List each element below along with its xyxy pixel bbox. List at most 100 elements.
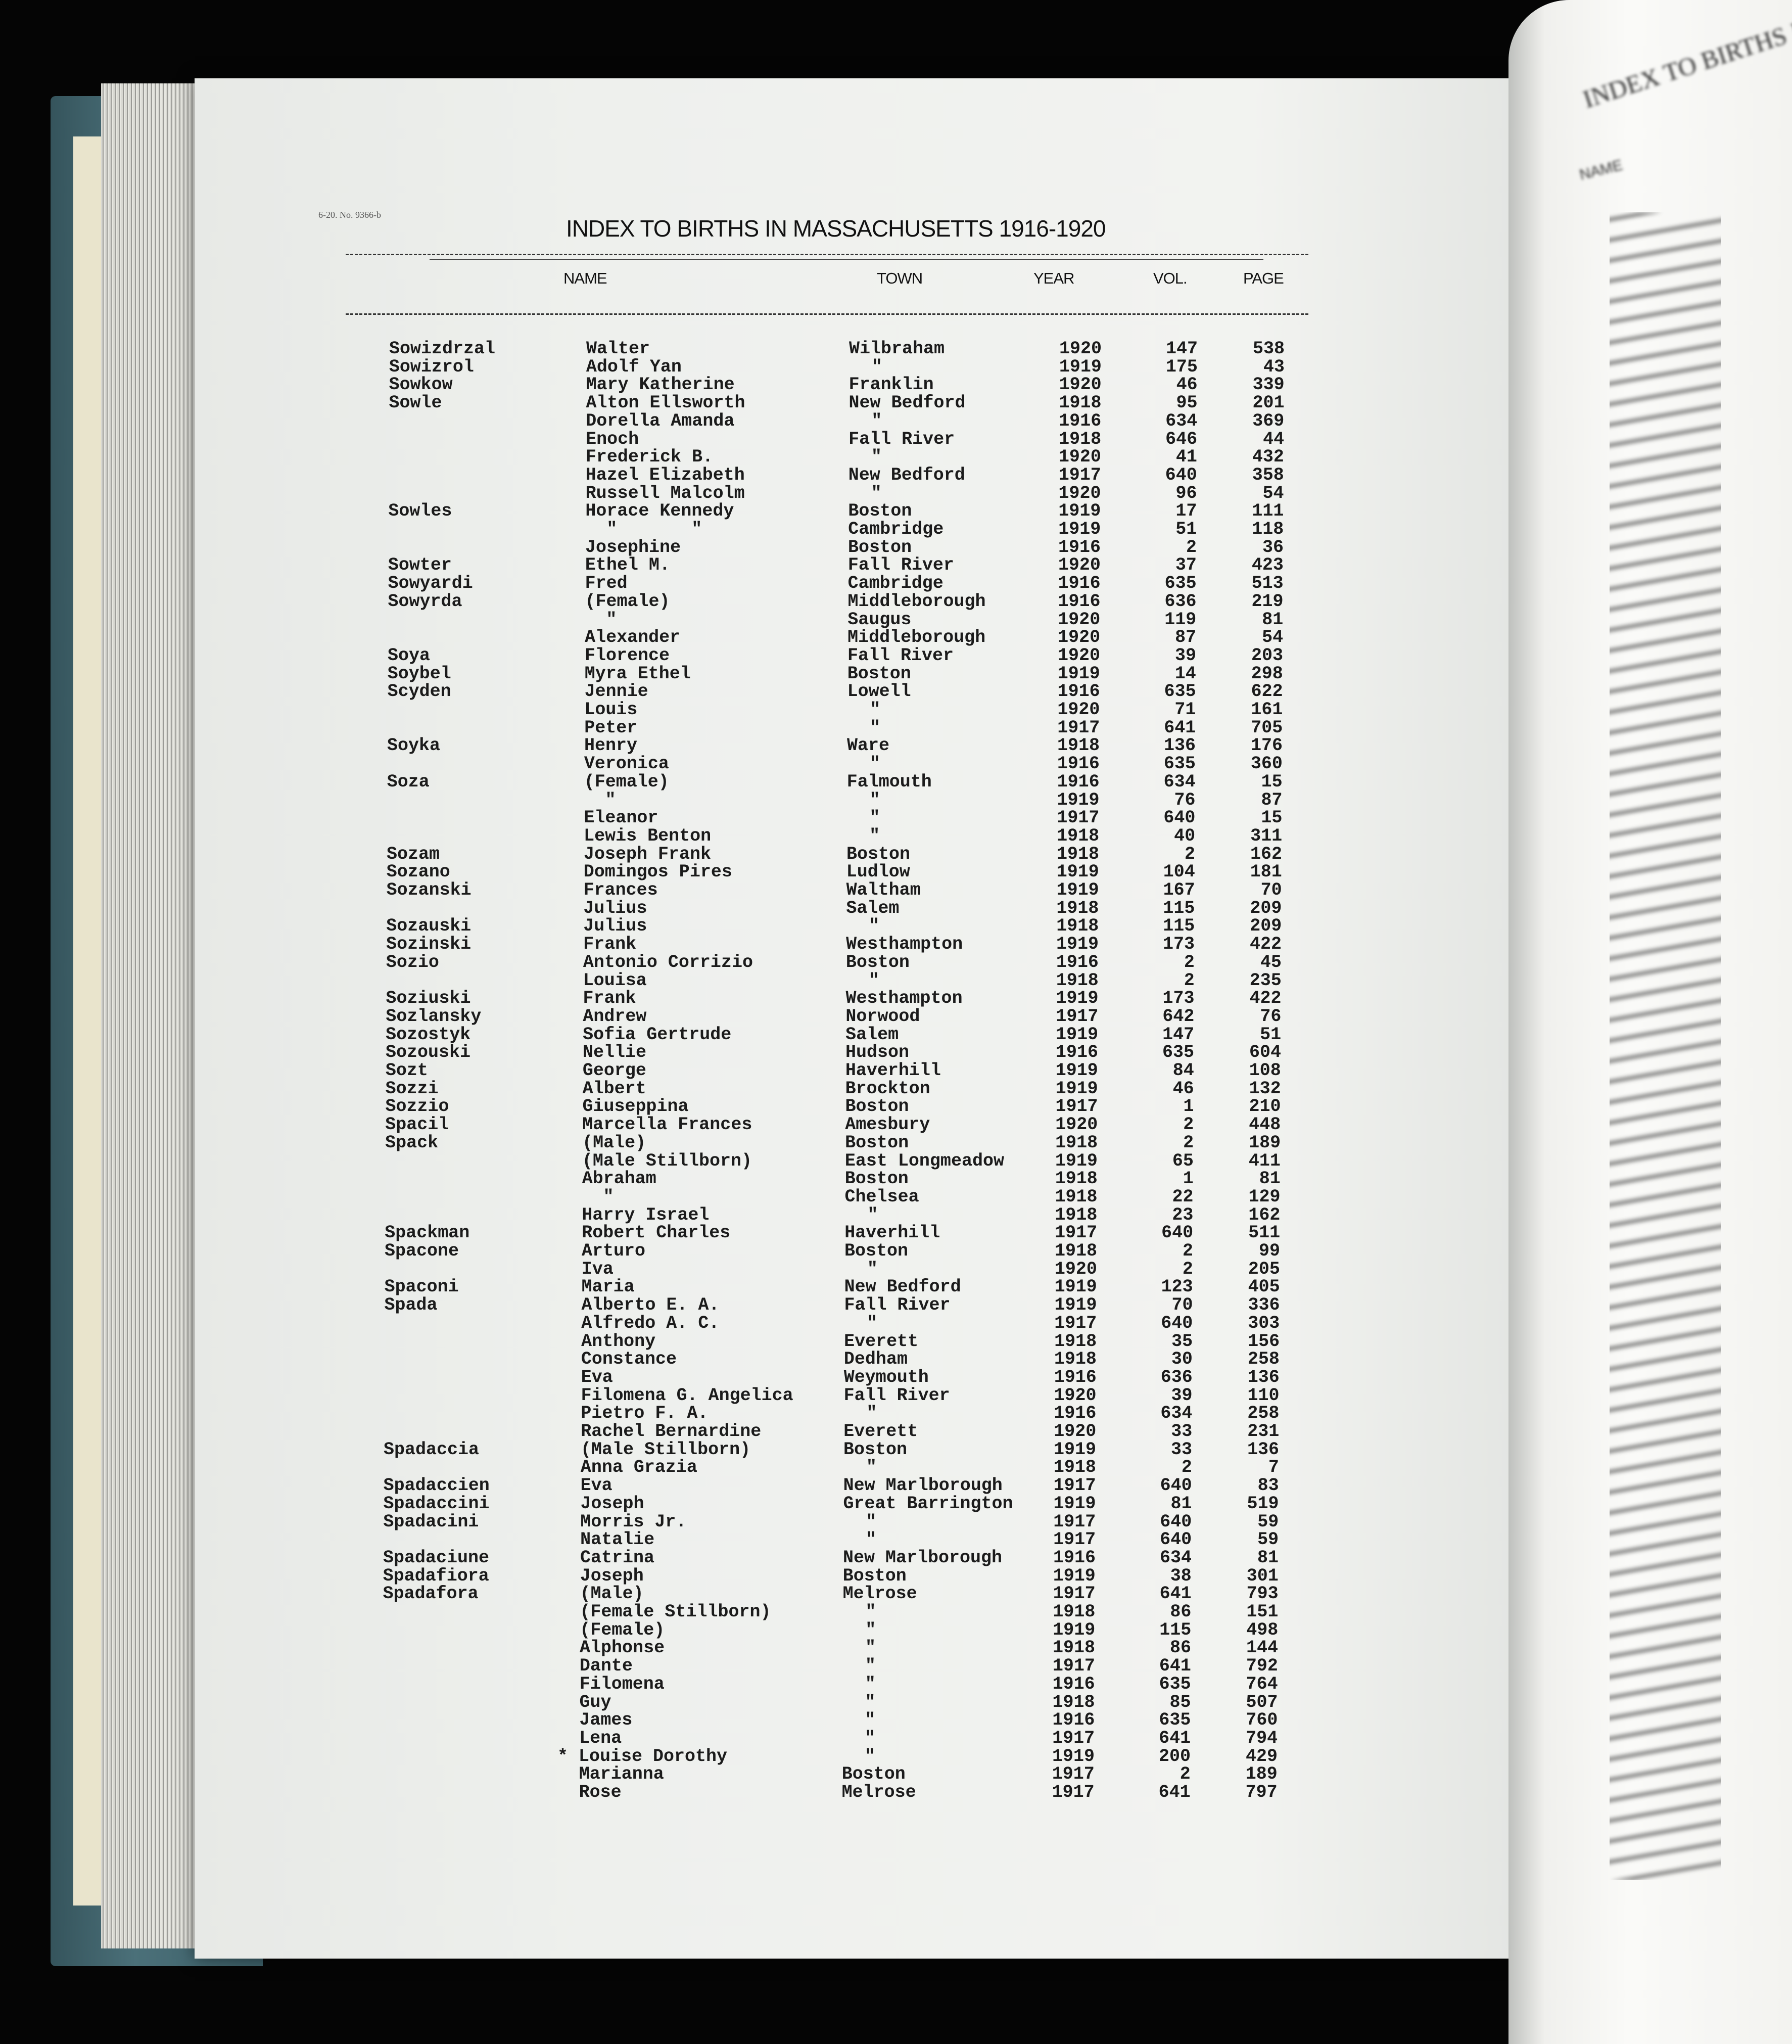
cell-given-name: Frank (583, 988, 636, 1009)
cell-town: " (869, 808, 880, 828)
cell-year: 1919 (1054, 1295, 1097, 1316)
cell-surname: Sozano (386, 862, 450, 882)
cell-year: 1919 (1056, 862, 1099, 882)
cell-vol: 173 (1162, 988, 1195, 1009)
cell-vol: 640 (1161, 1223, 1194, 1243)
cell-given-name: Peter (584, 717, 638, 738)
cell-given-name: Horace Kennedy (585, 501, 734, 522)
cell-year: 1917 (1052, 1764, 1095, 1785)
cell-town: " (865, 1728, 876, 1748)
cell-year: 1919 (1059, 356, 1102, 377)
cell-given-name: George (582, 1060, 646, 1081)
cell-page-number: 111 (1252, 501, 1284, 522)
cell-given-name: Joseph Frank (583, 844, 712, 864)
cell-given-name: Nellie (582, 1042, 647, 1063)
cell-year: 1919 (1057, 663, 1100, 684)
cell-given-name: Frank (583, 934, 637, 955)
cell-given-name: Alphonse (580, 1638, 665, 1658)
cell-year: 1919 (1052, 1746, 1095, 1767)
cell-vol: 640 (1160, 1475, 1192, 1496)
cell-surname: Sowizrol (389, 356, 474, 377)
cell-given-name: Alberto E. A. (581, 1295, 720, 1316)
cell-page-number: 118 (1252, 519, 1284, 539)
cell-town: Melrose (842, 1584, 917, 1604)
cell-vol: 641 (1159, 1656, 1191, 1677)
cell-vol: 96 (1175, 483, 1197, 503)
cell-year: 1918 (1053, 1457, 1096, 1478)
cell-vol: 115 (1163, 898, 1195, 918)
cell-year: 1916 (1058, 573, 1101, 594)
cell-vol: 35 (1171, 1331, 1193, 1352)
cell-page-number: 201 (1252, 393, 1285, 413)
cell-given-name: Florence (584, 645, 670, 666)
cell-year: 1916 (1053, 1547, 1096, 1568)
cell-town: " (865, 1710, 876, 1731)
cell-year: 1917 (1054, 1313, 1097, 1333)
cell-given-name: (Male Stillborn) (581, 1439, 751, 1460)
cell-town: " (866, 1457, 877, 1478)
cell-surname: Sozzio (385, 1096, 449, 1117)
cell-given-name: Eva (581, 1367, 613, 1387)
cell-given-name: Frederick B. (585, 447, 713, 468)
cell-given-name: Louis (584, 700, 638, 720)
cell-year: 1920 (1057, 645, 1100, 666)
cell-town: Boston (847, 663, 911, 684)
cell-vol: 115 (1163, 916, 1195, 937)
cell-year: 1919 (1056, 1024, 1099, 1045)
cell-given-name: (Female) (585, 591, 670, 612)
cell-vol: 640 (1163, 808, 1196, 828)
cell-year: 1918 (1053, 1638, 1096, 1658)
cell-vol: 147 (1162, 1024, 1195, 1045)
cell-year: 1918 (1055, 1204, 1098, 1225)
cell-vol: 65 (1172, 1150, 1194, 1171)
cell-page-number: 209 (1250, 916, 1282, 937)
cell-year: 1916 (1055, 1042, 1098, 1063)
cell-vol: 86 (1170, 1638, 1192, 1658)
cell-page-number: 369 (1252, 410, 1285, 431)
cell-page-number: 336 (1248, 1295, 1280, 1316)
cell-year: 1917 (1053, 1475, 1096, 1496)
cell-given-name: Rachel Bernardine (581, 1421, 762, 1442)
cell-surname: Spadaccien (383, 1475, 490, 1496)
cell-year: 1920 (1057, 700, 1100, 720)
cell-vol: 39 (1171, 1385, 1193, 1406)
cell-page-number: 760 (1246, 1710, 1278, 1731)
cell-page-number: 81 (1262, 609, 1284, 630)
cell-town: " (865, 1656, 876, 1677)
cell-page-number: 511 (1248, 1223, 1281, 1243)
cell-year: 1917 (1057, 717, 1100, 738)
cell-surname: Soya (387, 645, 430, 666)
cell-given-name: Andrew (583, 1006, 647, 1027)
cell-vol: 87 (1175, 627, 1197, 648)
cell-page-number: 339 (1252, 375, 1285, 395)
cell-given-name: Alfredo A. C. (581, 1313, 720, 1333)
cell-year: 1920 (1059, 375, 1102, 395)
cell-town: " (870, 717, 881, 738)
cell-page-number: 70 (1260, 880, 1282, 900)
cell-year: 1916 (1057, 754, 1100, 774)
cell-vol: 2 (1184, 970, 1195, 991)
cell-given-name: Mary Katherine (586, 375, 735, 395)
cell-year: 1918 (1054, 1241, 1097, 1261)
cell-year: 1920 (1058, 483, 1101, 503)
cell-vol: 37 (1175, 555, 1197, 576)
cell-given-name: Henry (584, 735, 638, 756)
top-rule-secondary (430, 259, 1263, 260)
cell-surname: Spacone (385, 1241, 459, 1261)
cell-page-number: 15 (1261, 771, 1283, 792)
cell-surname: Soziuski (386, 988, 471, 1009)
cell-year: 1919 (1058, 501, 1101, 522)
cell-page-number: 429 (1245, 1746, 1278, 1767)
cell-year: 1919 (1053, 1565, 1096, 1586)
cell-page-number: 210 (1249, 1096, 1281, 1117)
cell-page-number: 258 (1247, 1403, 1280, 1424)
cell-vol: 2 (1182, 1241, 1193, 1261)
cell-given-name: Veronica (584, 754, 669, 774)
cell-town: Boston (845, 952, 910, 972)
cell-given-name: Enoch (586, 429, 639, 449)
top-rule (346, 254, 1308, 255)
cell-town: " (867, 1204, 878, 1225)
cell-page-number: 136 (1247, 1439, 1280, 1460)
cell-town: Boston (843, 1439, 908, 1460)
cell-surname: Spadafora (383, 1584, 479, 1604)
